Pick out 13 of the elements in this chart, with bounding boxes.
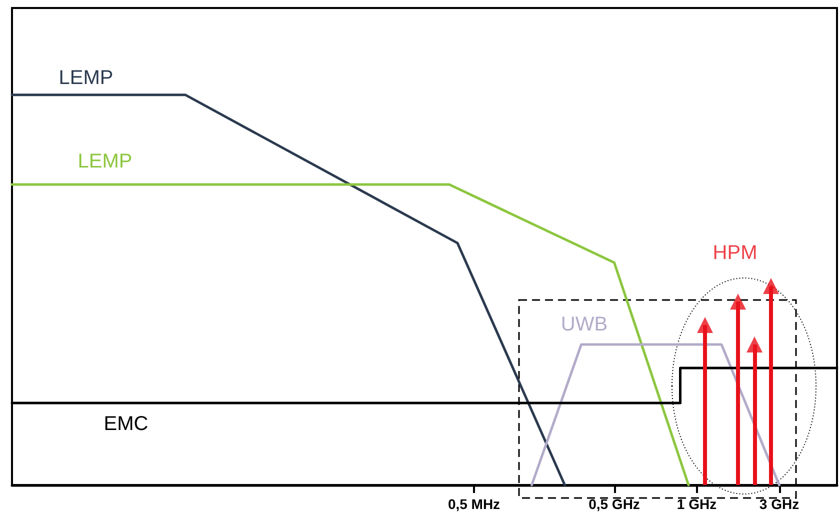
x-tick-label: 0,5 GHz (588, 496, 640, 512)
x-tick-label: 0,5 MHz (448, 496, 500, 512)
point (746, 336, 762, 353)
x-tick-label: 3 GHz (759, 496, 800, 512)
series-label: LEMP (58, 66, 114, 89)
series-label: HPM (712, 242, 758, 264)
point (763, 278, 779, 294)
series-label: LEMP (78, 150, 132, 173)
point (730, 294, 746, 310)
point (697, 317, 713, 334)
series-label: UWB (560, 314, 608, 336)
x-tick-label: 1 GHz (676, 496, 717, 512)
series-label: EMC (104, 413, 148, 436)
